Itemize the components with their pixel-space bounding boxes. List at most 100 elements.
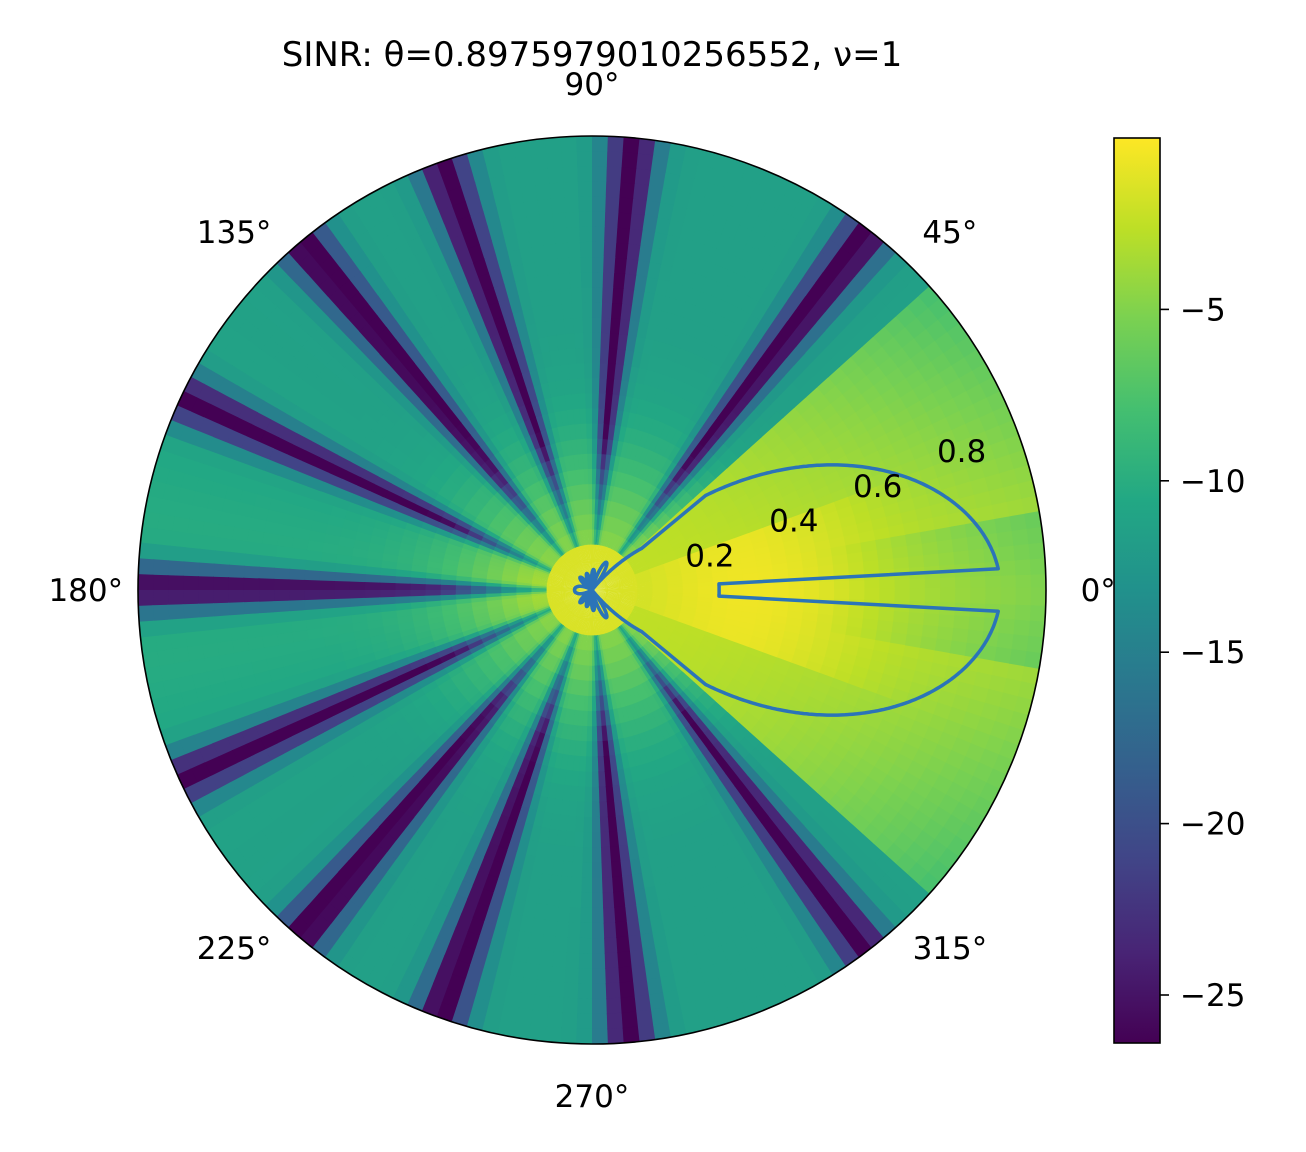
heatmap-cell: [466, 308, 485, 328]
heatmap-cell: [643, 549, 659, 560]
heatmap-cell: [630, 289, 645, 307]
heatmap-cell: [471, 409, 488, 428]
heatmap-cell: [144, 666, 164, 688]
heatmap-cell: [539, 227, 556, 246]
heatmap-cell: [519, 563, 536, 572]
heatmap-cell: [648, 563, 665, 572]
heatmap-cell: [569, 632, 577, 648]
heatmap-cell: [455, 740, 472, 759]
heatmap-cell: [756, 379, 775, 399]
heatmap-cell: [648, 992, 669, 1011]
heatmap-cell: [398, 627, 417, 639]
heatmap-cell: [578, 407, 587, 424]
heatmap-cell: [582, 346, 592, 364]
heatmap-cell: [611, 378, 622, 396]
heatmap-cell: [569, 484, 577, 502]
heatmap-cell: [606, 578, 622, 585]
heatmap-cell: [552, 674, 562, 691]
heatmap-cell: [391, 510, 410, 524]
heatmap-cell: [512, 541, 528, 553]
heatmap-cell: [431, 381, 450, 401]
heatmap-cell: [924, 575, 941, 590]
heatmap-cell: [620, 573, 636, 581]
heatmap-cell: [534, 197, 553, 216]
heatmap-cell: [711, 462, 728, 479]
heatmap-cell: [592, 877, 605, 894]
heatmap-cell: [346, 428, 367, 448]
heatmap-cell: [834, 427, 855, 447]
heatmap-cell: [424, 386, 443, 406]
heatmap-cell: [684, 438, 700, 456]
heatmap-cell: [498, 508, 514, 523]
heatmap-cell: [563, 630, 573, 646]
heatmap-cell: [548, 672, 559, 690]
heatmap-cell: [563, 552, 575, 567]
heatmap-cell: [602, 649, 609, 666]
heatmap-cell: [480, 702, 496, 719]
heatmap-cell: [409, 590, 426, 598]
heatmap-cell: [548, 600, 564, 608]
heatmap-cell: [445, 353, 464, 373]
heatmap-cell: [519, 453, 533, 471]
heatmap-cell: [681, 497, 697, 513]
heatmap-cell: [660, 171, 681, 191]
heatmap-cell: [692, 487, 709, 503]
heatmap-cell: [273, 578, 290, 592]
heatmap-cell: [423, 753, 442, 772]
heatmap-cell: [383, 676, 403, 692]
heatmap-cell: [561, 584, 578, 588]
heatmap-cell: [599, 301, 613, 319]
heatmap-cell: [588, 665, 593, 682]
heatmap-cell: [505, 555, 522, 565]
heatmap-cell: [383, 732, 403, 751]
heatmap-cell: [489, 557, 506, 566]
heatmap-cell: [545, 904, 561, 923]
heatmap-cell: [423, 792, 443, 813]
heatmap-cell: [190, 490, 211, 511]
heatmap-cell: [289, 610, 307, 624]
heatmap-cell: [604, 573, 619, 583]
heatmap-cell: [622, 489, 632, 506]
heatmap-cell: [487, 564, 504, 572]
heatmap-cell: [534, 903, 550, 921]
heatmap-cell: [448, 533, 466, 545]
heatmap-cell: [459, 725, 477, 743]
heatmap-cell: [173, 661, 193, 681]
heatmap-cell: [635, 570, 652, 578]
heatmap-cell: [577, 634, 583, 651]
heatmap-cell: [652, 216, 671, 235]
heatmap-cell: [785, 496, 804, 511]
heatmap-cell: [374, 512, 393, 526]
heatmap-cell: [411, 694, 430, 711]
heatmap-cell: [679, 521, 696, 534]
heatmap-cell: [640, 544, 656, 557]
heatmap-cell: [463, 478, 480, 494]
heatmap-cell: [515, 594, 532, 599]
heatmap-cell: [620, 287, 635, 306]
heatmap-cell: [781, 429, 801, 448]
heatmap-cell: [456, 606, 473, 615]
heatmap-cell: [664, 425, 678, 443]
heatmap-cell: [577, 710, 585, 727]
heatmap-cell: [671, 447, 686, 465]
heatmap-cell: [606, 579, 622, 586]
heatmap-cell: [578, 771, 587, 788]
heatmap-cell: [594, 498, 599, 515]
heatmap-cell: [473, 322, 490, 342]
heatmap-cell: [184, 631, 203, 650]
heatmap-cell: [517, 510, 532, 526]
heatmap-cell: [685, 532, 702, 544]
heatmap-cell: [417, 747, 436, 766]
heatmap-cell: [447, 808, 465, 828]
heatmap-cell: [460, 623, 478, 634]
heatmap-cell: [522, 468, 536, 486]
heatmap-cell: [714, 522, 732, 535]
heatmap-cell: [490, 553, 507, 563]
heatmap-cell: [466, 1011, 489, 1033]
heatmap-cell: [749, 299, 769, 321]
heatmap-cell: [675, 514, 691, 528]
heatmap-cell: [657, 543, 673, 555]
heatmap-cell: [212, 590, 230, 606]
heatmap-cell: [422, 731, 441, 750]
heatmap-cell: [652, 581, 669, 586]
